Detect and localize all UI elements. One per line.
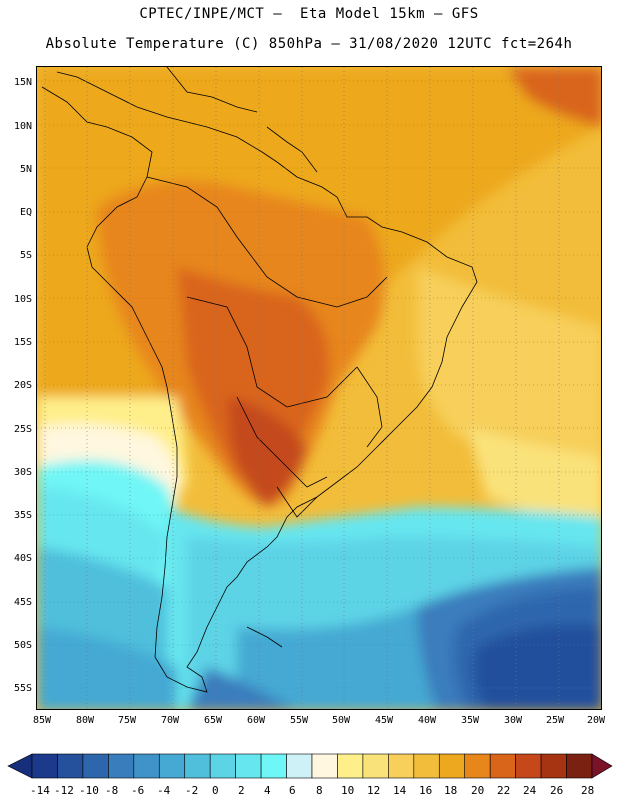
latitude-label: 50S — [13, 640, 32, 651]
map-subtitle: Absolute Temperature (C) 850hPa – 31/08/… — [45, 36, 573, 52]
colorbar-tick-label: 4 — [264, 784, 271, 797]
latitude-label: 15N — [13, 77, 32, 88]
longitude-label: 25W — [546, 715, 565, 726]
longitude-label: 20W — [587, 715, 606, 726]
colorbar-tick-label: -14 — [30, 784, 50, 797]
latitude-label: 5S — [19, 250, 32, 261]
colorbar-tick-label: 14 — [393, 784, 407, 797]
colorbar — [0, 752, 618, 782]
map-canvas — [37, 67, 601, 709]
colorbar-tick-label: 16 — [419, 784, 433, 797]
colorbar-swatch — [158, 753, 186, 779]
lat-lon-grid — [37, 67, 601, 709]
colorbar-tick-label: 20 — [471, 784, 485, 797]
colorbar-max-arrow — [591, 753, 613, 779]
longitude-label: 40W — [418, 715, 437, 726]
colorbar-tick-label: 26 — [550, 784, 564, 797]
longitude-label: 55W — [290, 715, 309, 726]
latitude-label: 45S — [13, 597, 32, 608]
latitude-label: 5N — [19, 164, 32, 175]
colorbar-tick-label: -2 — [185, 784, 199, 797]
colorbar-tick-label: 12 — [367, 784, 381, 797]
longitude-label: 30W — [504, 715, 523, 726]
colorbar-tick-label: -10 — [79, 784, 99, 797]
colorbar-swatch — [566, 753, 593, 779]
longitude-label: 75W — [118, 715, 137, 726]
latitude-label: 40S — [13, 553, 32, 564]
latitude-label: 15S — [13, 337, 32, 348]
longitude-label: 35W — [461, 715, 480, 726]
colorbar-swatch — [31, 753, 58, 779]
colorbar-tick-label: 22 — [497, 784, 511, 797]
colorbar-tick-label: 28 — [581, 784, 595, 797]
map-title: CPTEC/INPE/MCT – Eta Model 15km – GFS — [139, 6, 479, 22]
coastline-outlines — [41, 67, 478, 693]
latitude-label: 20S — [13, 380, 32, 391]
colorbar-swatch — [209, 753, 236, 779]
longitude-label: 65W — [204, 715, 223, 726]
longitude-label: 80W — [76, 715, 95, 726]
temperature-map — [36, 66, 602, 710]
latitude-label: EQ — [19, 207, 32, 218]
colorbar-swatch — [108, 753, 135, 779]
latitude-label: 35S — [13, 510, 32, 521]
colorbar-swatch — [540, 753, 567, 779]
colorbar-tick-label: -8 — [105, 784, 119, 797]
longitude-label: 70W — [161, 715, 180, 726]
colorbar-swatch — [184, 753, 211, 779]
colorbar-tick-label: -6 — [131, 784, 145, 797]
colorbar-tick-label: 0 — [212, 784, 219, 797]
longitude-label: 85W — [33, 715, 52, 726]
latitude-label: 10S — [13, 294, 32, 305]
latitude-label: 55S — [13, 683, 32, 694]
colorbar-swatch — [260, 753, 287, 779]
colorbar-min-arrow — [7, 753, 33, 779]
longitude-label: 60W — [247, 715, 266, 726]
colorbar-swatch — [337, 753, 364, 779]
colorbar-tick-label: 6 — [289, 784, 296, 797]
colorbar-swatch — [57, 753, 84, 779]
temperature-field-bands — [37, 67, 601, 709]
latitude-label: 25S — [13, 424, 32, 435]
longitude-label: 50W — [332, 715, 351, 726]
colorbar-swatch — [464, 753, 491, 779]
colorbar-tick-label: 18 — [444, 784, 458, 797]
latitude-label: 30S — [13, 467, 32, 478]
colorbar-tick-label: 10 — [341, 784, 355, 797]
colorbar-swatch — [489, 753, 516, 779]
colorbar-swatch — [311, 753, 338, 779]
colorbar-svg — [7, 753, 613, 779]
latitude-label: 10N — [13, 121, 32, 132]
colorbar-swatch — [413, 753, 440, 779]
colorbar-swatch — [286, 753, 313, 779]
colorbar-swatch — [235, 753, 262, 779]
colorbar-swatch — [388, 753, 415, 779]
longitude-label: 45W — [375, 715, 394, 726]
colorbar-tick-label: 24 — [523, 784, 537, 797]
colorbar-tick-label: -4 — [157, 784, 171, 797]
colorbar-swatch — [438, 753, 466, 779]
colorbar-swatch — [82, 753, 109, 779]
colorbar-swatch — [362, 753, 389, 779]
colorbar-swatch — [133, 753, 160, 779]
colorbar-tick-label: -12 — [54, 784, 74, 797]
colorbar-swatch — [515, 753, 542, 779]
colorbar-tick-label: 2 — [238, 784, 245, 797]
colorbar-tick-label: 8 — [316, 784, 323, 797]
